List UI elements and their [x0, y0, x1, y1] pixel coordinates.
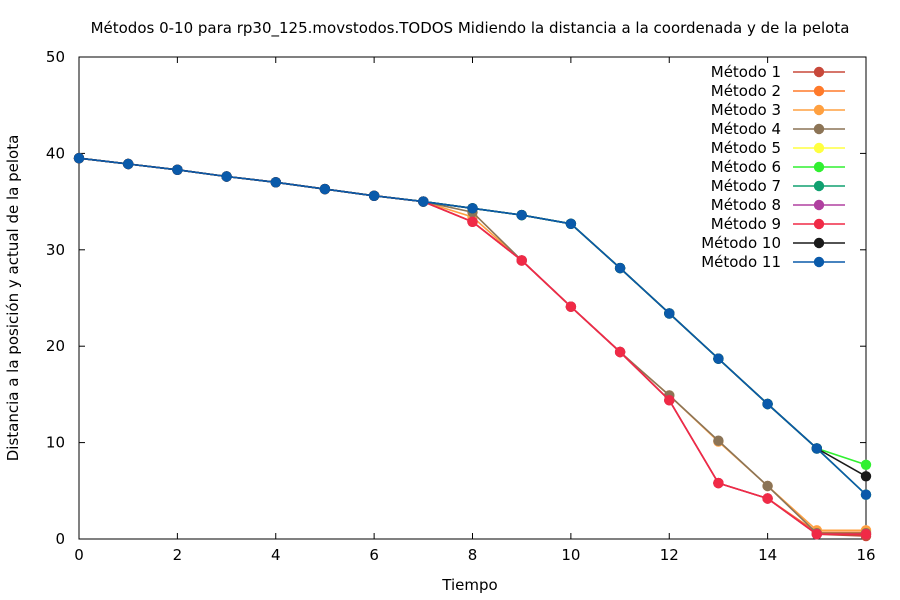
legend-label: Método 5: [711, 139, 781, 157]
data-point: [614, 262, 626, 274]
data-point: [811, 529, 822, 540]
data-point: [565, 301, 577, 312]
legend-label: Método 11: [701, 253, 781, 271]
data-point: [467, 203, 478, 214]
legend-label: Método 8: [711, 196, 781, 214]
legend-label: Método 2: [711, 82, 781, 100]
legend-marker: [813, 161, 825, 173]
x-tick-label: 2: [173, 546, 183, 564]
legend-marker: [813, 199, 825, 211]
data-point: [467, 216, 478, 227]
x-tick-label: 16: [856, 546, 875, 564]
legend-marker: [813, 123, 825, 135]
data-point: [368, 190, 380, 201]
x-tick-label: 6: [369, 546, 379, 564]
y-tick-label: 40: [46, 144, 65, 162]
data-point: [811, 443, 822, 454]
legend-marker: [813, 180, 825, 192]
legend-label: Método 10: [701, 234, 781, 252]
data-point: [221, 171, 232, 182]
data-point: [664, 308, 675, 319]
data-point: [172, 164, 183, 175]
legend-marker: [813, 85, 825, 97]
legend-marker: [813, 256, 825, 268]
axis-ticks: 0 2 4 6 8 10 12 14 16 0 10 20 30 40 50: [46, 48, 876, 564]
data-point: [614, 346, 626, 358]
data-point: [860, 471, 872, 482]
data-point: [516, 209, 527, 221]
y-tick-label: 20: [46, 337, 65, 355]
data-point: [516, 255, 527, 266]
data-point: [418, 196, 429, 207]
legend-marker: [813, 237, 825, 249]
y-tick-label: 30: [46, 241, 65, 259]
data-point: [565, 218, 577, 229]
series-layer: [73, 153, 872, 542]
legend-label: Método 6: [711, 158, 781, 176]
y-axis-label: Distancia a la posición y actual de la p…: [4, 135, 22, 462]
x-tick-label: 4: [271, 546, 281, 564]
data-point: [123, 158, 134, 170]
series-11: [73, 153, 872, 500]
legend-marker: [813, 66, 825, 78]
data-point: [713, 353, 724, 364]
data-point: [73, 153, 85, 164]
data-point: [713, 477, 724, 489]
data-point: [762, 493, 773, 504]
x-tick-label: 10: [561, 546, 580, 564]
chart-title: Métodos 0-10 para rp30_125.movstodos.TOD…: [91, 19, 850, 38]
legend-marker: [813, 218, 825, 230]
data-point: [860, 459, 872, 470]
data-point: [319, 183, 331, 195]
y-tick-label: 50: [46, 48, 65, 66]
x-tick-label: 12: [660, 546, 679, 564]
data-point: [762, 480, 773, 492]
x-tick-label: 0: [74, 546, 84, 564]
x-axis-label: Tiempo: [441, 576, 497, 594]
legend-label: Método 1: [711, 63, 781, 81]
data-point: [664, 395, 675, 406]
legend-label: Método 3: [711, 101, 781, 119]
y-tick-label: 0: [55, 530, 65, 548]
legend-label: Método 7: [711, 177, 781, 195]
x-tick-label: 8: [468, 546, 478, 564]
data-point: [762, 398, 773, 410]
x-tick-label: 14: [758, 546, 777, 564]
y-tick-label: 10: [46, 434, 65, 452]
legend-marker: [813, 104, 825, 116]
data-point: [860, 489, 872, 500]
data-point: [713, 435, 724, 446]
legend-marker: [813, 142, 825, 154]
legend-label: Método 4: [711, 120, 781, 138]
legend-label: Método 9: [711, 215, 781, 233]
data-point: [860, 529, 872, 540]
data-point: [270, 177, 281, 188]
